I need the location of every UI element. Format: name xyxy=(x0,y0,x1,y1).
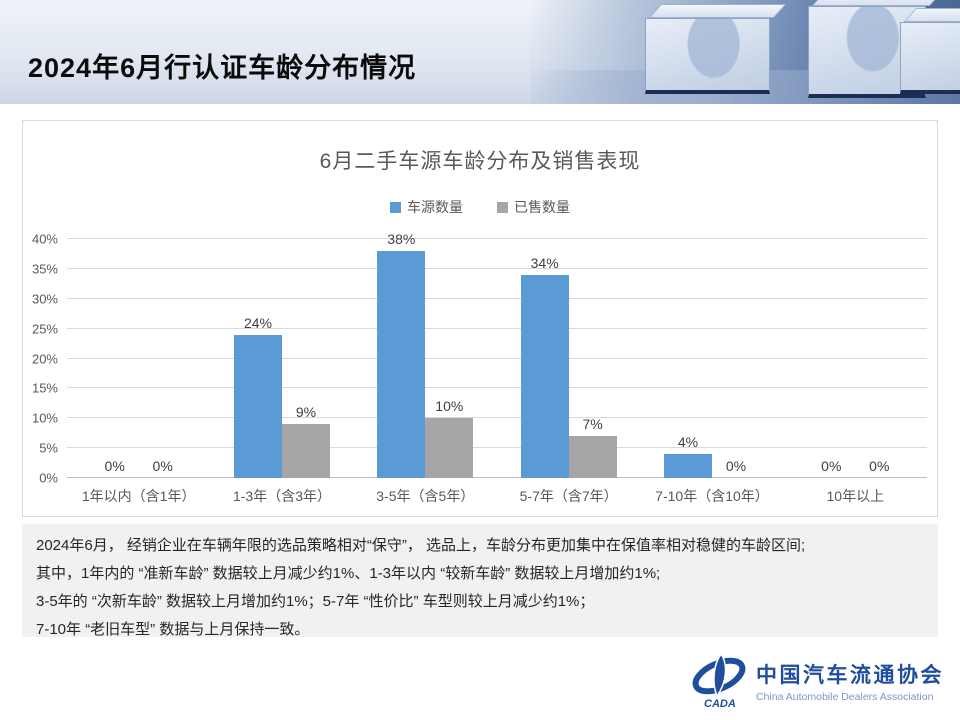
legend-swatch-icon xyxy=(497,201,508,213)
bar-value-label: 24% xyxy=(243,314,272,331)
x-category-label: 3-5年（含5年） xyxy=(376,488,475,504)
logo-chinese-name: 中国汽车流通协会 xyxy=(756,663,944,687)
bar-value-label: 0% xyxy=(869,458,890,474)
globe-cube-icon xyxy=(900,8,960,94)
summary-panel: 2024年6月， 经销企业在车辆年限的选品策略相对“保守”， 选品上，车龄分布更… xyxy=(22,524,938,638)
summary-line: 7-10年 “老旧车型” 数据与上月保持一致。 xyxy=(36,621,310,638)
chart-legend: 车源数量 已售数量 xyxy=(23,197,937,217)
legend-label: 车源数量 xyxy=(407,199,463,215)
header-banner: 2024年6月行认证车龄分布情况 xyxy=(0,0,960,104)
bar-车源数量: 24% xyxy=(233,315,282,478)
bar-车源数量: 34% xyxy=(520,255,569,478)
logo-english-name: China Automobile Dealers Association xyxy=(756,691,934,703)
summary-line: 3-5年的 “次新车龄” 数据较上月增加约1%；5-7年 “性价比” 车型则较上… xyxy=(36,593,595,610)
summary-line: 2024年6月， 经销企业在车辆年限的选品策略相对“保守”， 选品上，车龄分布更… xyxy=(36,537,806,554)
bar-已售数量: 10% xyxy=(425,398,474,478)
bar-value-label: 0% xyxy=(725,458,747,474)
gridline xyxy=(67,238,927,239)
legend-item: 车源数量 xyxy=(390,197,463,217)
summary-line: 其中，1年内的 “准新车龄” 数据较上月减少约1%、1-3年以内 “较新车龄” … xyxy=(36,565,661,582)
bar-group: 38% 10% xyxy=(354,231,497,478)
plot-area: 0% 0% 24% 9% 38% 10% 34% 7% 4% 0% 0% 0% xyxy=(67,231,927,478)
bar-value-label: 0% xyxy=(104,458,125,474)
bar-value-label: 9% xyxy=(295,404,317,421)
bar-value-label: 34% xyxy=(530,254,559,271)
y-axis-labels: 0% 5% 10% 15% 20% 25% 30% 35% 40% xyxy=(23,232,61,486)
bar-group: 4% 0% xyxy=(640,239,783,478)
y-tick-label: 0% xyxy=(39,470,58,486)
cada-logo: CADA 中国汽车流通协会 China Automobile Dealers A… xyxy=(690,652,944,710)
svg-text:CADA: CADA xyxy=(704,698,736,710)
bar-value-label: 10% xyxy=(435,398,464,415)
gridline xyxy=(67,267,927,269)
legend-label: 已售数量 xyxy=(514,199,570,215)
bar-group: 0% 0% xyxy=(784,239,927,478)
y-tick-label: 15% xyxy=(31,380,58,396)
bar-group: 0% 0% xyxy=(67,239,210,478)
x-category-label: 1年以内（含1年） xyxy=(81,488,196,504)
bar-已售数量: 7% xyxy=(568,416,617,478)
page-title: 2024年6月行认证车龄分布情况 xyxy=(28,53,417,83)
y-tick-label: 10% xyxy=(31,410,58,426)
bar-车源数量: 4% xyxy=(663,434,712,478)
bar-value-label: 7% xyxy=(582,416,603,433)
bar-车源数量: 38% xyxy=(377,231,426,478)
x-axis-labels: 1年以内（含1年） 1-3年（含3年） 3-5年（含5年） 5-7年（含7年） 7-10… xyxy=(67,486,927,506)
gridline xyxy=(67,447,927,449)
bar-value-label: 38% xyxy=(387,230,416,247)
y-tick-label: 35% xyxy=(31,261,58,277)
x-category-label: 7-10年（含10年） xyxy=(655,488,769,504)
bar-group: 34% 7% xyxy=(497,239,640,478)
bar-value-label: 0% xyxy=(152,458,173,474)
header-cubes-art xyxy=(530,0,960,104)
gridline xyxy=(67,417,927,419)
y-tick-label: 40% xyxy=(31,231,58,247)
y-tick-label: 25% xyxy=(31,321,58,337)
y-tick-label: 30% xyxy=(31,291,58,307)
bar-value-label: 0% xyxy=(821,458,842,474)
bar-value-label: 4% xyxy=(677,434,699,451)
cada-logo-icon: CADA xyxy=(692,652,746,710)
y-tick-label: 5% xyxy=(39,440,58,456)
x-category-label: 1-3年（含3年） xyxy=(232,488,331,504)
gridline xyxy=(67,477,927,478)
chart-title: 6月二手车源车龄分布及销售表现 xyxy=(319,150,641,173)
chart-panel: 6月二手车源车龄分布及销售表现 车源数量 已售数量 0% 5% 10% 15% 20% 25… xyxy=(22,120,938,517)
gridline xyxy=(67,327,927,329)
x-category-label: 5-7年（含7年） xyxy=(519,488,618,504)
legend-swatch-icon xyxy=(390,201,401,213)
bar-group: 24% 9% xyxy=(210,239,353,478)
globe-cube-icon xyxy=(645,4,787,94)
gridline xyxy=(67,387,927,389)
gridline xyxy=(67,357,927,359)
bar-已售数量: 9% xyxy=(281,404,330,478)
bars-layer: 0% 0% 24% 9% 38% 10% 34% 7% 4% 0% 0% 0% xyxy=(67,231,927,478)
legend-item: 已售数量 xyxy=(497,197,570,217)
y-tick-label: 20% xyxy=(31,351,58,366)
x-category-label: 10年以上 xyxy=(826,488,885,504)
gridline xyxy=(67,297,927,299)
